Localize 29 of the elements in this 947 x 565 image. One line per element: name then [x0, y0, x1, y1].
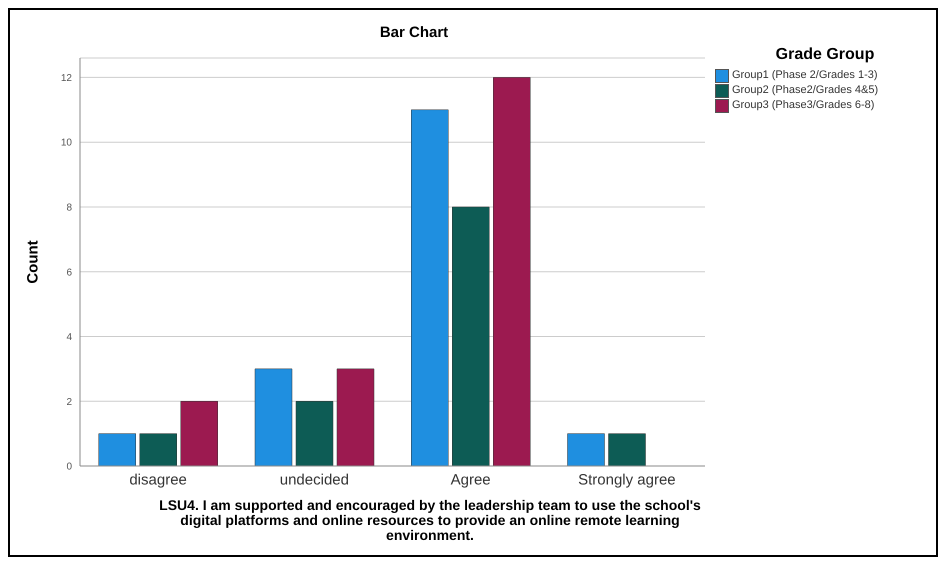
bar — [493, 77, 530, 466]
bar — [140, 433, 177, 466]
legend-title: Grade Group — [774, 46, 876, 64]
bar — [180, 400, 218, 466]
x-tick-label: Strongly agree — [578, 472, 676, 489]
x-tick-label: undecided — [280, 472, 349, 489]
chart-title: Bar Chart — [378, 24, 450, 41]
bar — [336, 368, 374, 466]
bar — [567, 433, 605, 466]
bar — [296, 400, 334, 466]
bar — [254, 368, 292, 466]
x-axis-title: LSU4. I am supported and encouraged by the leadership team to use the school's digital platforms and online resources to provide an online remote learning environment. — [158, 497, 702, 543]
y-tick-label: 2 — [66, 396, 72, 408]
legend-label: Group1 (Phase 2/Grades 1-3) — [731, 68, 879, 83]
y-tick-label: 0 — [66, 462, 72, 473]
bar — [452, 206, 490, 466]
bar — [98, 433, 136, 466]
y-tick-label: 4 — [66, 332, 72, 344]
legend-label: Group2 (Phase2/Grades 4&5) — [731, 83, 880, 98]
y-tick-label: 12 — [60, 72, 72, 84]
bar — [608, 433, 646, 466]
x-tick-label: Agree — [450, 472, 491, 489]
y-tick-label: 6 — [66, 267, 72, 278]
y-tick-label: 8 — [66, 202, 72, 214]
y-axis-title: Count — [24, 240, 42, 284]
legend-label: Group3 (Phase3/Grades 6-8) — [731, 98, 876, 113]
bar — [411, 110, 448, 466]
y-tick-label: 10 — [60, 138, 72, 149]
x-tick-label: disagree — [129, 472, 187, 489]
